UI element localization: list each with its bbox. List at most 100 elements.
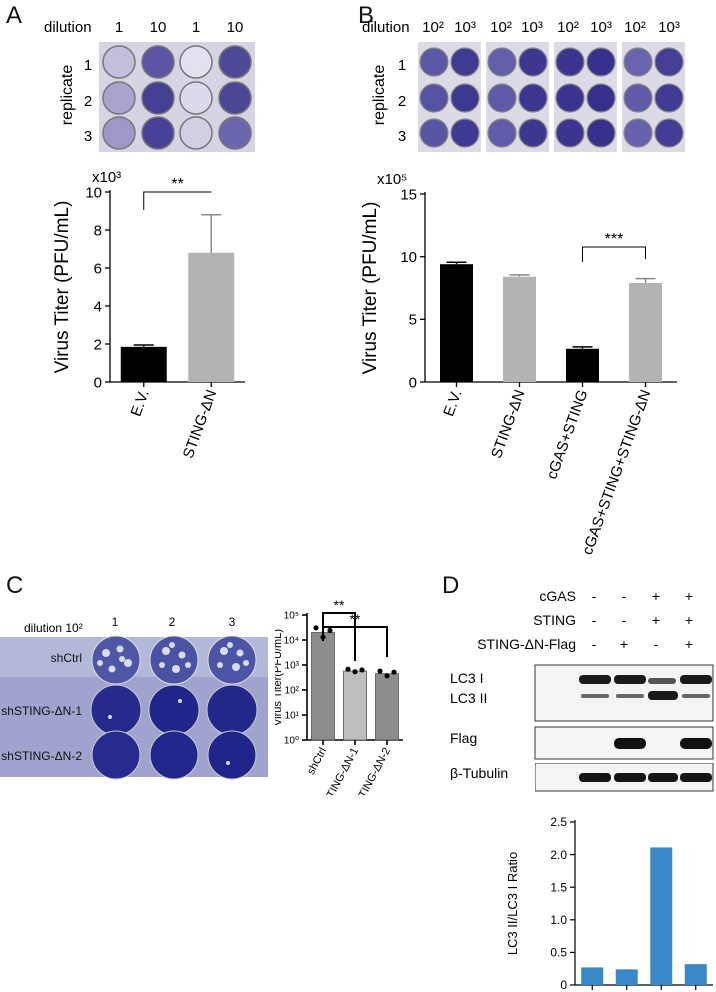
y-tick-label: 0.5	[550, 946, 567, 960]
plate-wells	[419, 47, 684, 148]
panel-b-dilution-3: 10²	[490, 19, 512, 36]
data-point	[384, 673, 390, 679]
bar	[120, 346, 167, 382]
y-tick-label: 10³	[285, 661, 300, 672]
panel-d-blot: cGAS STING STING-ΔN-Flag - - + + - - + +…	[450, 588, 714, 780]
band-label-tubulin: β-Tubulin	[450, 765, 508, 780]
panel-a-replicate-2: 2	[84, 93, 92, 110]
panel-a-dilution-label: dilution	[44, 19, 92, 36]
panel-a-plate: dilution 1 10 1 10 replicate 1 2 3	[44, 19, 255, 152]
data-point	[391, 669, 397, 675]
blot-box-lc3	[534, 664, 714, 722]
cond-value: -	[592, 636, 597, 652]
cond-value: +	[685, 636, 693, 652]
panel-c-column-2: 2	[169, 615, 176, 629]
y-tick-label: 10²	[285, 686, 300, 697]
y-tick-label: 5	[409, 312, 417, 329]
bands-lc3	[579, 675, 712, 700]
y-axis-label: Virus Titer (PFU/mL)	[360, 202, 381, 375]
bar	[684, 964, 707, 985]
panel-c-column-3: 3	[229, 615, 236, 629]
panel-letter-b: B	[358, 2, 375, 29]
significance-label: ***	[605, 231, 624, 248]
data-point	[359, 667, 365, 673]
x-tick-label: E.V.	[440, 388, 465, 419]
data-point	[313, 625, 319, 631]
bar	[343, 670, 367, 741]
bar	[188, 252, 235, 382]
panel-a-replicate-3: 3	[84, 128, 92, 145]
x-tick-label: cGAS+STING+STING-ΔN	[579, 388, 655, 558]
bar	[629, 282, 662, 382]
panel-b-dilution-7: 10²	[624, 19, 646, 36]
significance-bracket	[143, 191, 212, 210]
data-point	[327, 627, 333, 634]
y-tick-label: 1.0	[550, 913, 567, 927]
panel-letter-a: A	[6, 2, 23, 29]
cond-value: +	[620, 636, 628, 652]
bar	[566, 348, 599, 382]
y-tick-label: 2	[94, 336, 102, 353]
y-tick-label: 4	[94, 298, 102, 315]
panel-b-dilution-5: 10²	[557, 19, 579, 36]
bar	[615, 969, 638, 985]
y-axis-label: LC3 II/LC3 I Ratio	[505, 852, 520, 955]
panel-b-dilution-4: 10³	[521, 19, 543, 36]
panel-a-dilution-2: 10	[150, 19, 167, 36]
panel-b-dilution-1: 10²	[422, 19, 444, 36]
data-point	[377, 668, 383, 674]
condition-label-sting-dn-flag: STING-ΔN-Flag	[477, 636, 576, 652]
y-axis-label: Virus Titer(PFU/mL)	[275, 629, 284, 726]
panel-b-replicate-2: 2	[398, 93, 406, 110]
bar	[650, 847, 673, 985]
cond-value: +	[652, 612, 660, 628]
y-tick-label: 2.5	[550, 815, 567, 829]
y-axis-label: Virus Titer (PFU/mL)	[52, 201, 73, 374]
plate-wells	[90, 635, 258, 780]
panel-b-dilution-2: 10³	[454, 19, 476, 36]
panel-a-replicate-1: 1	[84, 57, 92, 74]
bar	[581, 967, 604, 985]
axis-multiplier: x10⁵	[377, 171, 407, 188]
axis-multiplier: x10³	[92, 169, 121, 186]
chart-d: 0 0.5 1.0 1.5 2.0 2.5 LC3 II/LC3 I Ratio	[505, 815, 713, 992]
panel-c-column-1: 1	[112, 615, 119, 629]
significance-bracket	[582, 246, 646, 262]
plaques	[97, 642, 249, 765]
x-tick-label: cGAS+STING	[543, 388, 591, 482]
bar	[311, 632, 335, 741]
y-tick-label: 2.0	[550, 848, 567, 862]
panel-a-replicate-label: replicate	[59, 65, 76, 126]
x-tick-label: E.V.	[128, 388, 153, 419]
x-tick-label: STING-ΔN	[488, 388, 528, 461]
cond-value: -	[622, 612, 627, 628]
y-tick-label: 10	[400, 249, 417, 266]
cond-value: -	[654, 636, 659, 652]
x-tick-label: shCtrl	[305, 746, 329, 777]
panel-letter-c: C	[6, 572, 24, 599]
data-point	[352, 669, 358, 675]
y-tick-label: 10⁰	[284, 736, 299, 747]
y-tick-label: 10⁵	[284, 611, 299, 622]
bar	[503, 276, 536, 382]
panel-b-replicate-label: replicate	[371, 65, 388, 126]
panel-b-plate: dilution 10² 10³ 10² 10³ 10² 10³ 10² 10³…	[362, 19, 685, 152]
cond-value: +	[652, 588, 660, 604]
y-tick-label: 0	[560, 978, 567, 992]
y-tick-label: 8	[94, 222, 102, 239]
y-tick-label: 10⁴	[284, 636, 299, 647]
panel-b-dilution-label: dilution	[362, 19, 410, 36]
panel-c-row-1: shCtrl	[51, 651, 82, 665]
panel-a-dilution-3: 1	[192, 19, 200, 36]
panel-a-dilution-4: 10	[227, 19, 244, 36]
bands-tubulin	[579, 773, 712, 782]
panel-c-row-2: shSTING-ΔN-1	[1, 704, 82, 718]
condition-label-cgas: cGAS	[539, 588, 576, 604]
y-tick-label: 10	[85, 184, 102, 201]
bar	[440, 264, 473, 382]
significance-label: **	[334, 597, 345, 613]
cond-value: +	[685, 612, 693, 628]
panel-c-dilution-label: dilution 10²	[24, 621, 83, 635]
